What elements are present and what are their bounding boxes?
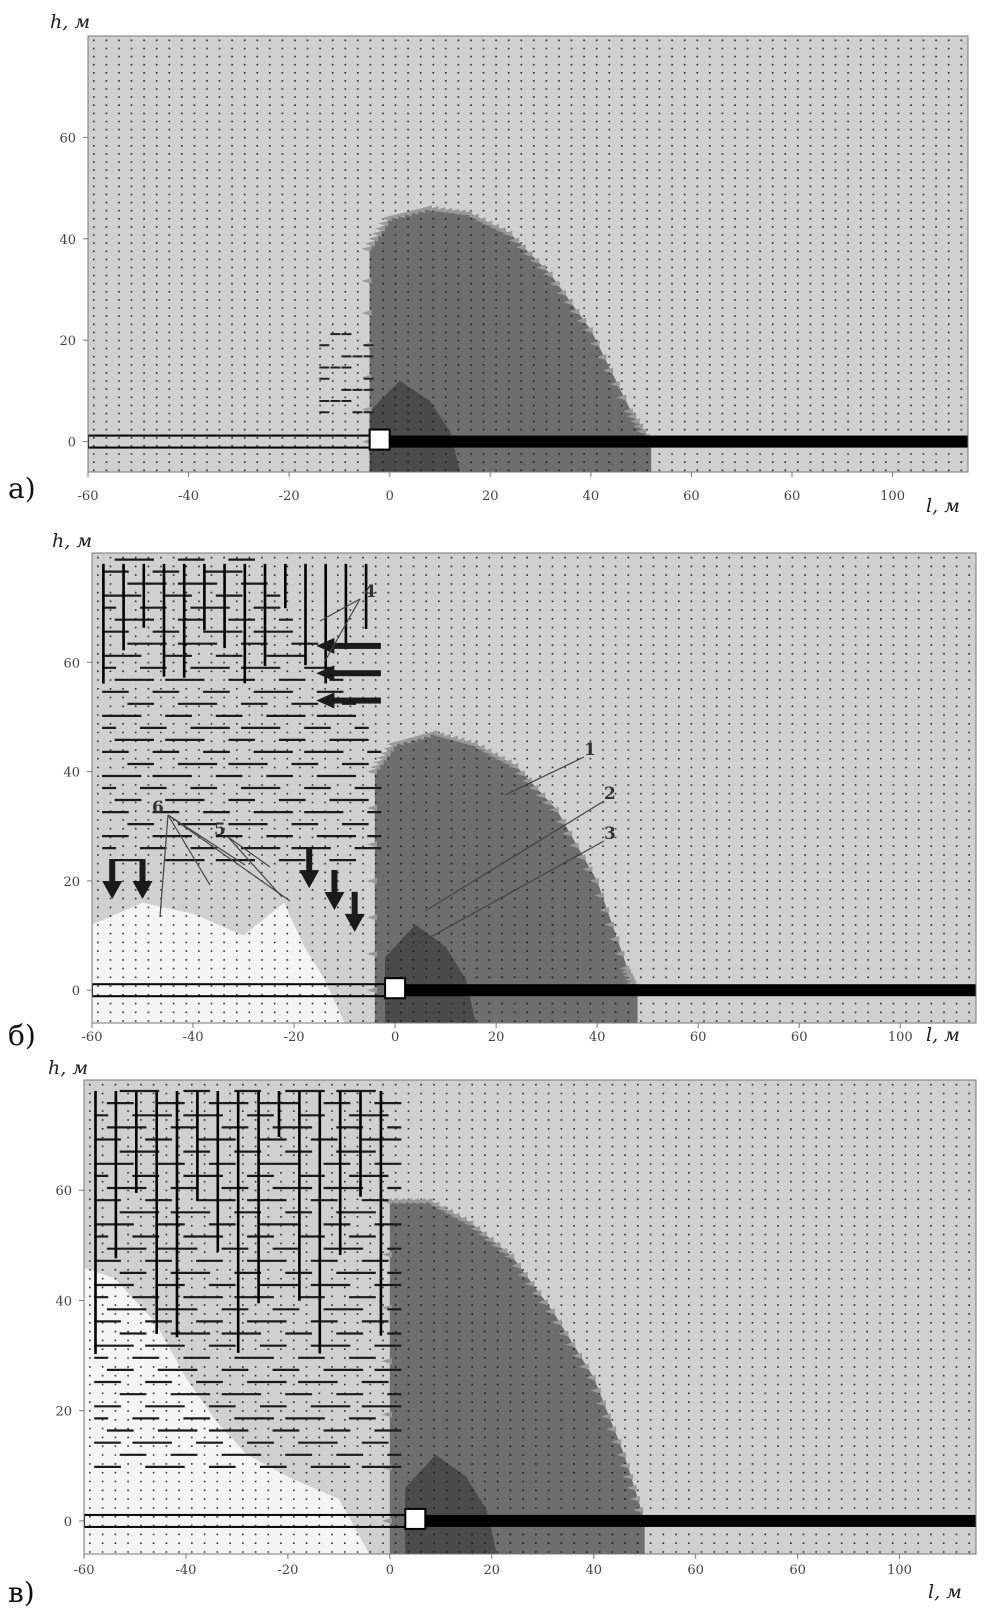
pipe-downstream: [395, 984, 976, 997]
x-tick-label: 20: [482, 489, 499, 504]
x-tick-label: 20: [483, 1563, 500, 1578]
x-tick-label: -40: [175, 1563, 196, 1578]
annotation-label-5: 5: [214, 820, 226, 840]
y-tick-label: 20: [55, 1405, 72, 1420]
plume-core: [369, 380, 461, 472]
disturbed-zone: [92, 902, 345, 1023]
source-marker: [368, 428, 391, 451]
x-tick-label: -20: [277, 1563, 298, 1578]
flow-arrows: [102, 637, 381, 932]
annotation-label-4: 4: [364, 582, 376, 602]
plot-frame: [83, 1079, 977, 1555]
y-tick-label: 0: [72, 984, 80, 999]
y-axis-title: h, м: [50, 11, 90, 33]
x-tick-label: 20: [488, 1030, 505, 1045]
y-tick-label: 40: [59, 233, 76, 248]
plot-frame: [91, 552, 977, 1024]
chart-a: 0 20 40 60 -60 -40 -20 0 20 40 60 60 100 h, м l, м а): [8, 11, 969, 517]
panel-c: 0 20 40 60 -60 -40 -20 0 20 40 60 60 100 h, м l, м в): [0, 1050, 1002, 1611]
turbulence-bars: [94, 1089, 402, 1468]
x-tick-label: 40: [583, 489, 600, 504]
x-axis-title: l, м: [928, 1581, 962, 1603]
source-marker: [404, 1507, 427, 1530]
x-tick-label: 60: [784, 489, 801, 504]
panel-label: в): [8, 1576, 35, 1609]
x-tick-label: 0: [391, 1030, 399, 1045]
x-tick-label: 40: [585, 1563, 602, 1578]
x-tick-label: -60: [82, 1030, 103, 1045]
x-tick-label: 60: [690, 1030, 707, 1045]
annotation-label-6: 6: [152, 798, 164, 818]
turbulence-bars: [102, 558, 382, 862]
panel-b: 1 2 3 4 5 6 0 20 40 60 -60 -40 -20 0 20 40 60 60 100 h, м l,…: [0, 525, 1002, 1050]
y-tick-label: 40: [55, 1294, 72, 1309]
plume-region: [369, 208, 652, 472]
x-tick-label: 40: [589, 1030, 606, 1045]
x-tick-label: -40: [178, 489, 199, 504]
x-tick-label: -40: [183, 1030, 204, 1045]
y-axis-title: h, м: [52, 530, 92, 552]
y-axis-title: h, м: [48, 1057, 88, 1079]
horizontal-arrow: [316, 637, 381, 654]
y-tick-label: 20: [63, 875, 80, 890]
x-tick-label: 60: [687, 1563, 704, 1578]
x-tick-label: 100: [880, 489, 905, 504]
leader-lines: [159, 598, 605, 952]
vertical-arrow: [102, 859, 123, 900]
source-marker: [384, 977, 407, 1000]
panel-label: б): [8, 1019, 36, 1050]
x-axis-title: l, м: [926, 1024, 960, 1046]
x-tick-label: 60: [683, 489, 700, 504]
panel-label: а): [8, 472, 36, 505]
x-tick-label: 100: [888, 1030, 913, 1045]
disturbed-zone: [84, 1267, 370, 1554]
x-tick-label: -60: [78, 489, 99, 504]
pipe-downstream: [379, 435, 968, 448]
vertical-arrow: [299, 848, 320, 889]
chart-c: 0 20 40 60 -60 -40 -20 0 20 40 60 60 100 h, м l, м в): [8, 1057, 977, 1609]
horizontal-arrow: [316, 665, 381, 682]
x-axis-title: l, м: [926, 495, 960, 517]
horizontal-arrow: [316, 692, 381, 709]
vertical-arrow: [132, 859, 153, 900]
x-tick-label: -20: [284, 1030, 305, 1045]
y-tick-label: 0: [68, 436, 76, 451]
y-tick-label: 0: [64, 1515, 72, 1530]
y-tick-label: 60: [59, 131, 76, 146]
x-tick-label: -60: [74, 1563, 95, 1578]
plot-frame: [87, 35, 969, 473]
annotation-label-1: 1: [584, 740, 596, 760]
plume-core: [405, 1454, 497, 1554]
x-tick-label: -20: [279, 489, 300, 504]
panel-a: 0 20 40 60 -60 -40 -20 0 20 40 60 60 100 h, м l, м а): [0, 0, 1002, 525]
x-tick-label: 60: [789, 1563, 806, 1578]
y-tick-label: 60: [55, 1184, 72, 1199]
x-tick-label: 0: [386, 1563, 394, 1578]
annotation-label-2: 2: [604, 784, 616, 804]
vertical-arrow: [324, 869, 345, 910]
x-tick-label: 100: [887, 1563, 912, 1578]
vertical-arrow: [344, 891, 365, 932]
y-tick-label: 60: [63, 656, 80, 671]
x-tick-label: 60: [791, 1030, 808, 1045]
annotation-label-3: 3: [604, 824, 616, 844]
x-tick-label: 0: [386, 489, 394, 504]
plume-region: [389, 1201, 645, 1554]
pipe-downstream: [415, 1514, 976, 1527]
y-tick-label: 20: [59, 334, 76, 349]
y-tick-label: 40: [63, 766, 80, 781]
